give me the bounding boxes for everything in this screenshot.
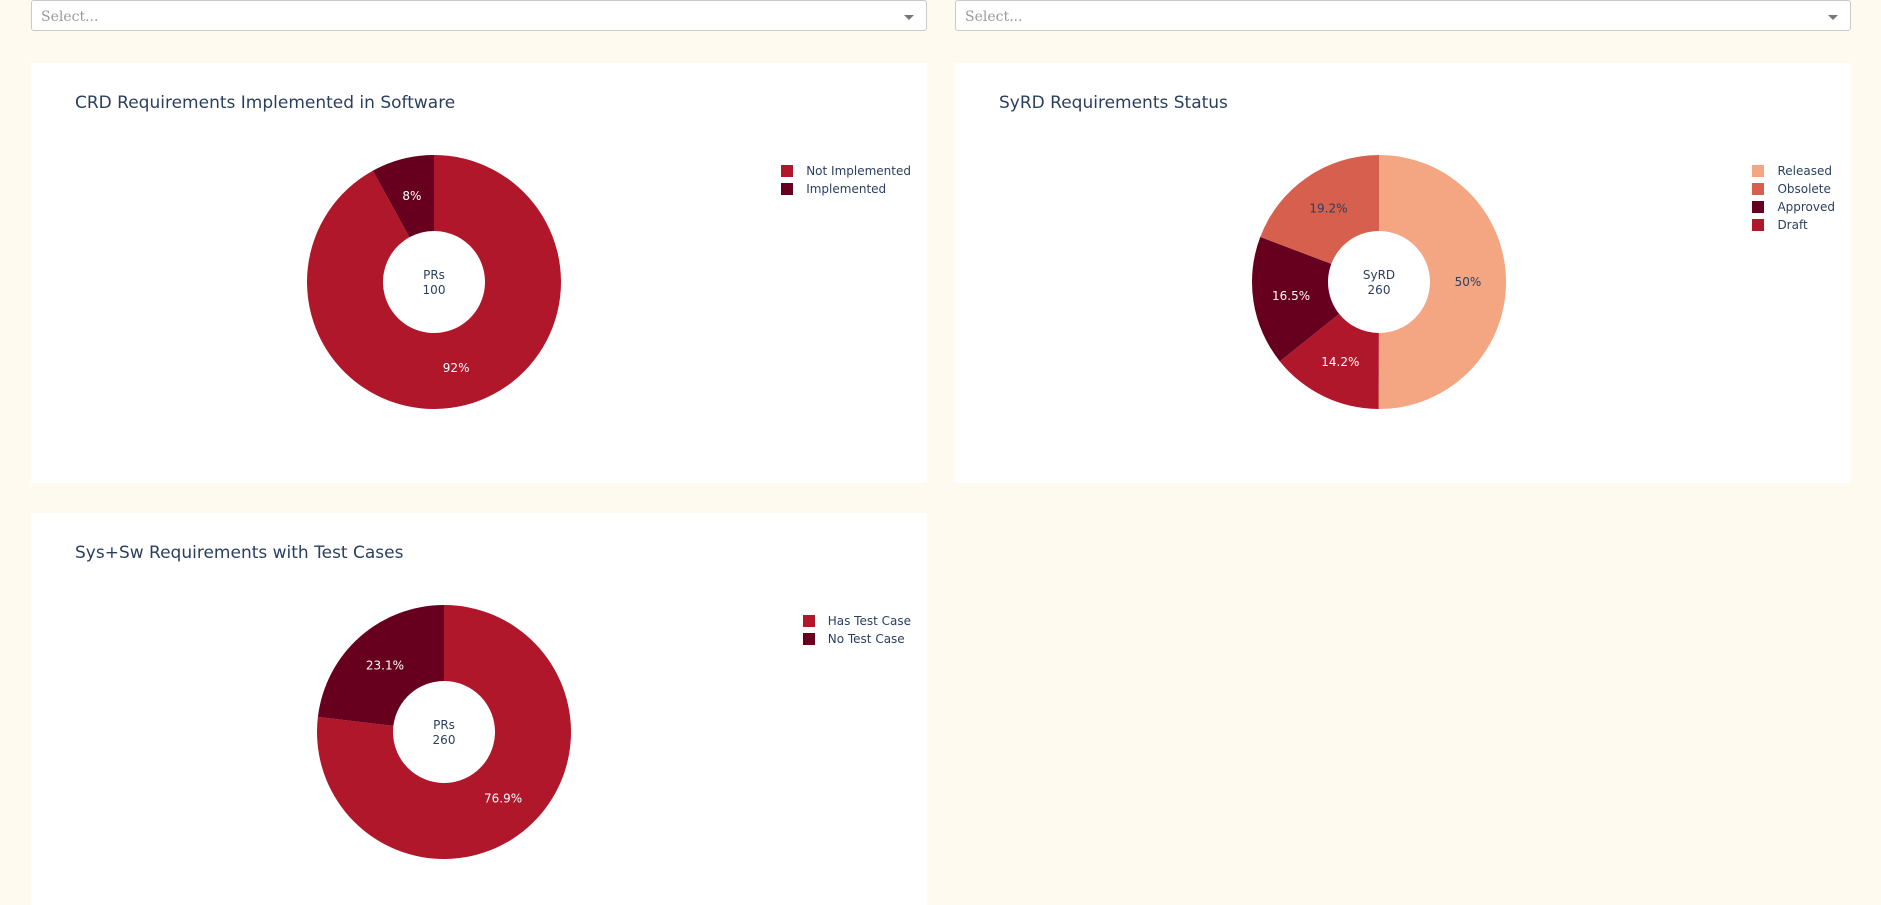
legend-label: Released	[1777, 164, 1832, 178]
slice-approved[interactable]	[1252, 236, 1340, 362]
slice-label-obsolete: 19.2%	[1309, 202, 1347, 216]
center-label: PRs	[423, 268, 445, 282]
syrd-chart-card: SyRD Requirements Status 50% 14.2% 16.5% 19…	[955, 63, 1851, 483]
center-value: 260	[433, 733, 456, 747]
legend-label: Approved	[1777, 200, 1835, 214]
slice-not-implemented[interactable]	[307, 155, 561, 409]
legend-item-has-test-case[interactable]: Has Test Case	[802, 612, 911, 630]
slice-implemented[interactable]	[372, 155, 434, 238]
chevron-down-icon[interactable]	[1828, 15, 1838, 20]
slice-label-implemented: 8%	[402, 189, 421, 203]
legend-swatch	[781, 183, 794, 195]
legend-item-not-implemented[interactable]: Not Implemented	[781, 162, 911, 180]
legend-swatch	[802, 633, 815, 645]
chevron-down-icon[interactable]	[904, 15, 914, 20]
legend-item-no-test-case[interactable]: No Test Case	[802, 630, 911, 648]
legend-label: Implemented	[806, 182, 887, 196]
legend-label: Draft	[1777, 218, 1808, 232]
legend-item-draft[interactable]: Draft	[1752, 216, 1835, 234]
legend-label: Not Implemented	[806, 164, 911, 178]
filter-dropdown-1-placeholder: Select...	[41, 9, 99, 25]
legend-swatch	[1752, 165, 1765, 177]
legend-swatch	[1752, 183, 1765, 195]
test-cases-chart-card: Sys+Sw Requirements with Test Cases 76.9…	[31, 513, 927, 905]
chart-legend: Has Test Case No Test Case	[802, 612, 911, 648]
slice-label-approved: 16.5%	[1272, 289, 1310, 303]
slice-released[interactable]	[1378, 155, 1507, 410]
legend-item-obsolete[interactable]: Obsolete	[1752, 180, 1835, 198]
legend-item-approved[interactable]: Approved	[1752, 198, 1835, 216]
chart-title: Sys+Sw Requirements with Test Cases	[75, 543, 404, 563]
center-value: 260	[1368, 283, 1391, 297]
legend-label: Has Test Case	[827, 614, 911, 628]
chart-title: SyRD Requirements Status	[999, 93, 1228, 113]
legend-item-implemented[interactable]: Implemented	[781, 180, 911, 198]
legend-label: No Test Case	[827, 632, 905, 646]
center-label: PRs	[433, 718, 455, 732]
filter-dropdown-2-placeholder: Select...	[965, 9, 1023, 25]
center-value: 100	[423, 283, 446, 297]
legend-label: Obsolete	[1777, 182, 1831, 196]
filter-dropdown-2[interactable]: Select...	[955, 0, 1851, 31]
slice-has-test-case[interactable]	[317, 605, 571, 859]
filter-dropdown-1[interactable]: Select...	[31, 0, 927, 31]
legend-swatch	[802, 615, 815, 627]
crd-chart-card: CRD Requirements Implemented in Software…	[31, 63, 927, 483]
slice-label-released: 50%	[1455, 275, 1482, 289]
chart-legend: Released Obsolete Approved Draft	[1752, 162, 1835, 234]
slice-label-has-test-case: 76.9%	[484, 792, 522, 806]
legend-swatch	[1752, 201, 1765, 213]
legend-item-released[interactable]: Released	[1752, 162, 1835, 180]
chart-legend: Not Implemented Implemented	[781, 162, 911, 198]
slice-label-no-test-case: 23.1%	[366, 658, 404, 672]
center-label: SyRD	[1363, 268, 1395, 282]
slice-label-not-implemented: 92%	[443, 361, 470, 375]
chart-title: CRD Requirements Implemented in Software	[75, 93, 456, 113]
slice-obsolete[interactable]	[1260, 155, 1379, 264]
slice-draft[interactable]	[1279, 313, 1379, 409]
legend-swatch	[781, 165, 794, 177]
slice-no-test-case[interactable]	[317, 605, 444, 726]
slice-label-draft: 14.2%	[1321, 355, 1359, 369]
legend-swatch	[1752, 219, 1765, 231]
